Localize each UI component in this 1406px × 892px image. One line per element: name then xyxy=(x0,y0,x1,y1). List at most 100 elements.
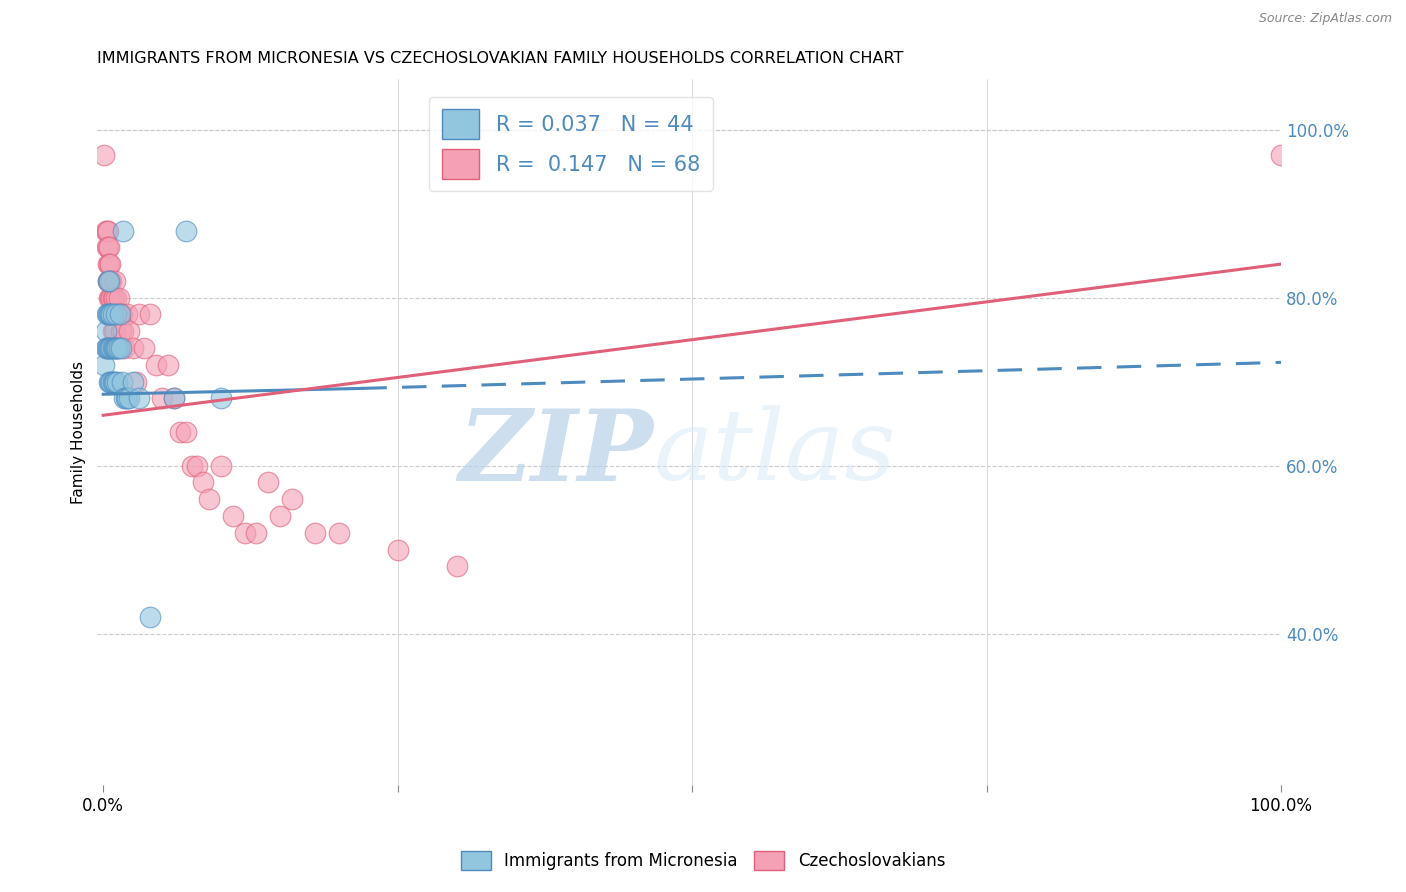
Point xyxy=(280,492,302,507)
Point xyxy=(105,341,128,355)
Point xyxy=(128,392,150,406)
Point xyxy=(100,274,122,288)
Point xyxy=(145,358,167,372)
Point xyxy=(104,274,127,288)
Point xyxy=(156,358,179,372)
Point xyxy=(209,458,232,473)
Point xyxy=(98,274,121,288)
Point xyxy=(94,324,117,338)
Point xyxy=(111,308,134,322)
Point xyxy=(121,375,143,389)
Point xyxy=(446,559,468,574)
Point xyxy=(107,308,129,322)
Point xyxy=(98,274,121,288)
Point xyxy=(111,375,134,389)
Point xyxy=(110,324,132,338)
Point xyxy=(108,308,131,322)
Legend: R = 0.037   N = 44, R =  0.147   N = 68: R = 0.037 N = 44, R = 0.147 N = 68 xyxy=(429,97,713,191)
Point xyxy=(98,240,121,254)
Text: Source: ZipAtlas.com: Source: ZipAtlas.com xyxy=(1258,12,1392,25)
Point xyxy=(114,341,136,355)
Point xyxy=(163,392,186,406)
Point xyxy=(174,425,197,439)
Point xyxy=(93,358,115,372)
Point xyxy=(121,341,143,355)
Point xyxy=(96,223,118,237)
Point xyxy=(100,308,122,322)
Point xyxy=(97,240,120,254)
Point xyxy=(100,291,122,305)
Point xyxy=(98,375,121,389)
Point xyxy=(105,308,128,322)
Point xyxy=(107,291,129,305)
Point xyxy=(118,324,141,338)
Point xyxy=(98,257,121,271)
Point xyxy=(108,308,131,322)
Point xyxy=(98,274,121,288)
Point xyxy=(97,257,120,271)
Point xyxy=(328,525,350,540)
Point xyxy=(94,341,117,355)
Point xyxy=(104,308,127,322)
Point xyxy=(105,308,128,322)
Point xyxy=(97,223,120,237)
Point xyxy=(125,375,148,389)
Point xyxy=(103,341,125,355)
Text: IMMIGRANTS FROM MICRONESIA VS CZECHOSLOVAKIAN FAMILY HOUSEHOLDS CORRELATION CHAR: IMMIGRANTS FROM MICRONESIA VS CZECHOSLOV… xyxy=(97,51,904,66)
Point xyxy=(96,308,118,322)
Point xyxy=(94,223,117,237)
Point xyxy=(101,341,124,355)
Point xyxy=(98,257,121,271)
Point xyxy=(112,324,135,338)
Point xyxy=(105,341,128,355)
Point xyxy=(139,308,162,322)
Point xyxy=(104,375,127,389)
Point xyxy=(98,375,121,389)
Point xyxy=(257,475,280,490)
Point xyxy=(97,308,120,322)
Y-axis label: Family Households: Family Households xyxy=(72,360,86,504)
Point xyxy=(114,392,136,406)
Text: atlas: atlas xyxy=(654,406,897,501)
Point xyxy=(93,148,115,162)
Point xyxy=(101,324,124,338)
Point xyxy=(198,492,221,507)
Point xyxy=(180,458,202,473)
Point xyxy=(98,291,121,305)
Point xyxy=(101,375,124,389)
Text: ZIP: ZIP xyxy=(458,405,654,501)
Point xyxy=(98,341,121,355)
Point xyxy=(245,525,267,540)
Point xyxy=(107,341,129,355)
Point xyxy=(115,392,138,406)
Point xyxy=(209,392,232,406)
Point xyxy=(97,274,120,288)
Point xyxy=(174,223,197,237)
Legend: Immigrants from Micronesia, Czechoslovakians: Immigrants from Micronesia, Czechoslovak… xyxy=(454,844,952,877)
Point xyxy=(128,308,150,322)
Point xyxy=(139,609,162,624)
Point xyxy=(222,509,245,524)
Point xyxy=(101,308,124,322)
Point xyxy=(110,341,132,355)
Point xyxy=(114,392,136,406)
Point xyxy=(98,341,121,355)
Point xyxy=(118,392,141,406)
Point xyxy=(105,291,128,305)
Point xyxy=(101,291,124,305)
Point xyxy=(186,458,208,473)
Point xyxy=(96,341,118,355)
Point xyxy=(98,308,121,322)
Point xyxy=(233,525,256,540)
Point xyxy=(100,375,122,389)
Point xyxy=(96,240,118,254)
Point xyxy=(103,375,125,389)
Point xyxy=(103,324,125,338)
Point xyxy=(98,308,121,322)
Point xyxy=(97,341,120,355)
Point xyxy=(101,308,124,322)
Point xyxy=(104,324,127,338)
Point xyxy=(304,525,326,540)
Point xyxy=(134,341,156,355)
Point xyxy=(100,341,122,355)
